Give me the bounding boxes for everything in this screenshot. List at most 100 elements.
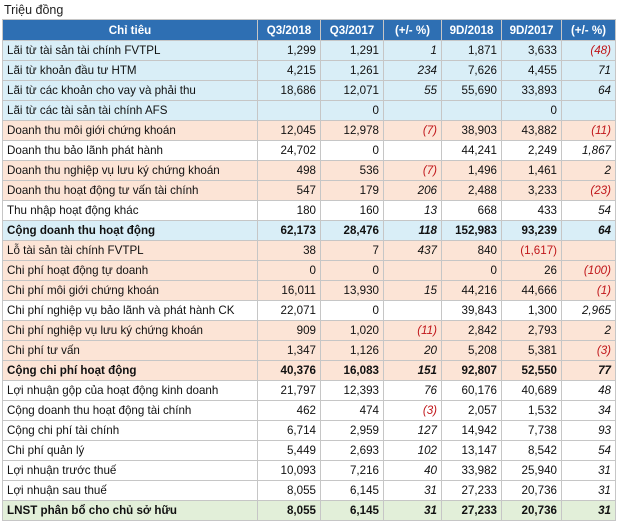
cell-q3-2017: 536 <box>320 160 384 181</box>
cell-q3-2018: 6,714 <box>257 420 321 441</box>
cell-q-change: 40 <box>383 460 442 481</box>
cell-q3-2017: 0 <box>320 100 384 121</box>
table-row: Lợi nhuận sau thuế 8,055 6,145 31 27,233 20,7… <box>2 480 616 501</box>
cell-d9-2017: 0 <box>501 100 562 121</box>
cell-q3-2018: 8,055 <box>257 500 321 521</box>
cell-q-change: 127 <box>383 420 442 441</box>
cell-d9-2018: 33,982 <box>441 460 502 481</box>
table-row: Chi phí hoạt động tự doanh 0 0 0 26 (100) <box>2 260 616 281</box>
cell-d-change: 54 <box>561 200 616 221</box>
cell-d9-2018: 27,233 <box>441 480 502 501</box>
cell-d9-2017: 43,882 <box>501 120 562 141</box>
cell-q3-2017: 13,930 <box>320 280 384 301</box>
cell-d-change: 48 <box>561 380 616 401</box>
cell-q-change <box>383 300 442 321</box>
cell-d9-2018: 1,871 <box>441 40 502 61</box>
cell-q3-2018: 4,215 <box>257 60 321 81</box>
cell-d-change: 2 <box>561 160 616 181</box>
cell-q3-2017: 12,071 <box>320 80 384 101</box>
row-label: Lãi từ tài sản tài chính FVTPL <box>2 40 258 61</box>
cell-d-change: 71 <box>561 60 616 81</box>
cell-q3-2017: 7 <box>320 240 384 261</box>
cell-q-change: 76 <box>383 380 442 401</box>
cell-d9-2018: 840 <box>441 240 502 261</box>
cell-q-change: 20 <box>383 340 442 361</box>
row-label: Cộng chi phí tài chính <box>2 420 258 441</box>
cell-d9-2017: 4,455 <box>501 60 562 81</box>
table-row: Doanh thu nghiệp vụ lưu ký chứng khoán 49… <box>2 160 616 181</box>
cell-q3-2018: 1,299 <box>257 40 321 61</box>
cell-q3-2017: 1,126 <box>320 340 384 361</box>
row-label: Lãi từ khoản đầu tư HTM <box>2 60 258 81</box>
unit-label: Triệu đồng <box>4 3 64 17</box>
row-label: Lãi từ các khoản cho vay và phải thu <box>2 80 258 101</box>
cell-d9-2018: 668 <box>441 200 502 221</box>
cell-q3-2018: 0 <box>257 260 321 281</box>
cell-d9-2017: 40,689 <box>501 380 562 401</box>
cell-d-change: 1,867 <box>561 140 616 161</box>
cell-q-change <box>383 100 442 121</box>
row-label: Chi phí tư vấn <box>2 340 258 361</box>
cell-d9-2017: 1,300 <box>501 300 562 321</box>
cell-q3-2017: 6,145 <box>320 500 384 521</box>
header-indicator: Chỉ tiêu <box>2 19 258 41</box>
financial-table: Chỉ tiêu Q3/2018 Q3/2017 (+/- %) 9D/2018… <box>2 19 616 521</box>
cell-d9-2017: 25,940 <box>501 460 562 481</box>
cell-q3-2017: 28,476 <box>320 220 384 241</box>
cell-d9-2017: 33,893 <box>501 80 562 101</box>
cell-d-change: (1) <box>561 280 616 301</box>
cell-d9-2017: 433 <box>501 200 562 221</box>
cell-d9-2017: 93,239 <box>501 220 562 241</box>
cell-d9-2017: 7,738 <box>501 420 562 441</box>
cell-d9-2018: 2,057 <box>441 400 502 421</box>
row-label: Cộng doanh thu hoạt động <box>2 220 258 241</box>
cell-q-change: (3) <box>383 400 442 421</box>
cell-d-change: 31 <box>561 460 616 481</box>
table-row: Cộng doanh thu hoạt động 62,173 28,476 118 1… <box>2 220 616 241</box>
cell-q3-2018: 180 <box>257 200 321 221</box>
cell-q-change: (11) <box>383 320 442 341</box>
table-row: Lợi nhuận gộp của hoạt động kinh doanh 21… <box>2 380 616 401</box>
cell-q-change: 234 <box>383 60 442 81</box>
table-row: Cộng doanh thu hoạt động tài chính 462 474… <box>2 400 616 421</box>
cell-q3-2018 <box>257 100 321 121</box>
cell-d9-2017: 3,633 <box>501 40 562 61</box>
row-label: Doanh thu hoạt động tư vấn tài chính <box>2 180 258 201</box>
cell-q-change: 15 <box>383 280 442 301</box>
cell-q3-2018: 10,093 <box>257 460 321 481</box>
header-9d-2017: 9D/2017 <box>501 19 562 41</box>
cell-d9-2017: 20,736 <box>501 480 562 501</box>
cell-d9-2017: 8,542 <box>501 440 562 461</box>
row-label: Chi phí nghiệp vụ lưu ký chứng khoán <box>2 320 258 341</box>
cell-d-change: 77 <box>561 360 616 381</box>
cell-q-change: 102 <box>383 440 442 461</box>
cell-q3-2018: 5,449 <box>257 440 321 461</box>
cell-q-change <box>383 260 442 281</box>
header-9d-2018: 9D/2018 <box>441 19 502 41</box>
row-label: Lợi nhuận sau thuế <box>2 480 258 501</box>
cell-q3-2017: 2,959 <box>320 420 384 441</box>
table-row: Lãi từ các khoản cho vay và phải thu 18,6… <box>2 80 616 101</box>
cell-d9-2018: 44,241 <box>441 140 502 161</box>
cell-d-change: 34 <box>561 400 616 421</box>
row-label: Chi phí quản lý <box>2 440 258 461</box>
cell-d-change <box>561 240 616 261</box>
cell-q-change: 55 <box>383 80 442 101</box>
cell-d-change: (48) <box>561 40 616 61</box>
cell-d-change: 93 <box>561 420 616 441</box>
cell-d9-2018: 44,216 <box>441 280 502 301</box>
cell-q3-2018: 62,173 <box>257 220 321 241</box>
table-row: Thu nhập hoạt động khác 180 160 13 668 433 54 <box>2 200 616 221</box>
table-row: Chi phí tư vấn 1,347 1,126 20 5,208 5,381 (3) <box>2 340 616 361</box>
table-row: Chi phí môi giới chứng khoán 16,011 13,930… <box>2 280 616 301</box>
header-row: Chỉ tiêu Q3/2018 Q3/2017 (+/- %) 9D/2018… <box>2 19 616 41</box>
table-row: Lãi từ các tài sản tài chính AFS 0 0 <box>2 100 616 121</box>
cell-d-change: (11) <box>561 120 616 141</box>
table-row: Cộng chi phí hoạt động 40,376 16,083 151 92,… <box>2 360 616 381</box>
table-row: Doanh thu bảo lãnh phát hành 24,702 0 44,24… <box>2 140 616 161</box>
row-label: Chi phí nghiệp vụ bảo lãnh và phát hành … <box>2 300 258 321</box>
cell-d9-2017: 2,249 <box>501 140 562 161</box>
header-q3-2018: Q3/2018 <box>257 19 321 41</box>
cell-d9-2017: 52,550 <box>501 360 562 381</box>
cell-d-change: 2,965 <box>561 300 616 321</box>
